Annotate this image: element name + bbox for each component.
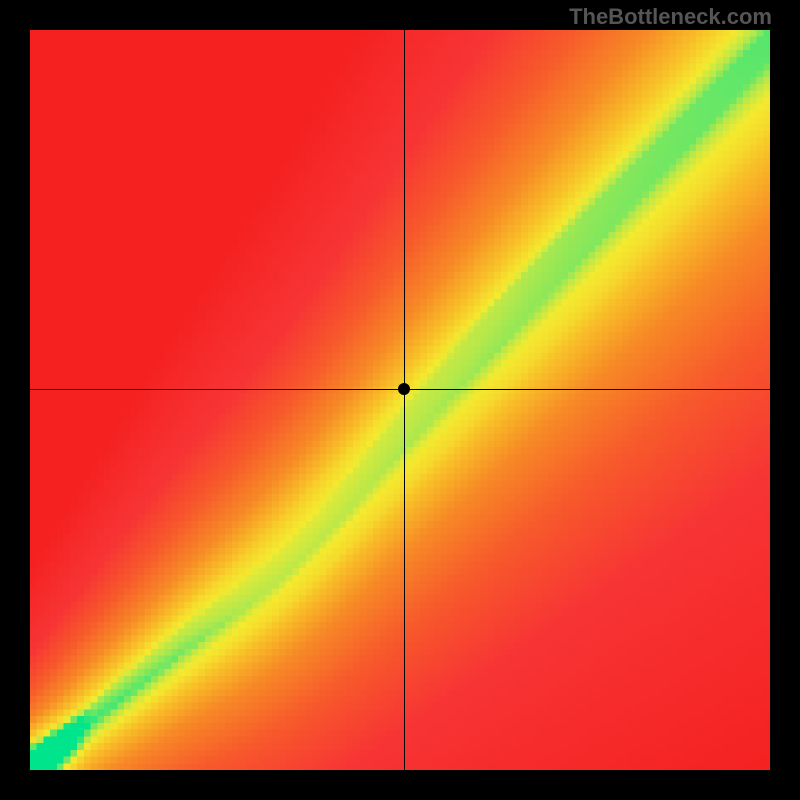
chart-container: TheBottleneck.com bbox=[0, 0, 800, 800]
watermark-text: TheBottleneck.com bbox=[569, 4, 772, 30]
heatmap-canvas bbox=[30, 30, 770, 770]
plot-area bbox=[30, 30, 770, 770]
